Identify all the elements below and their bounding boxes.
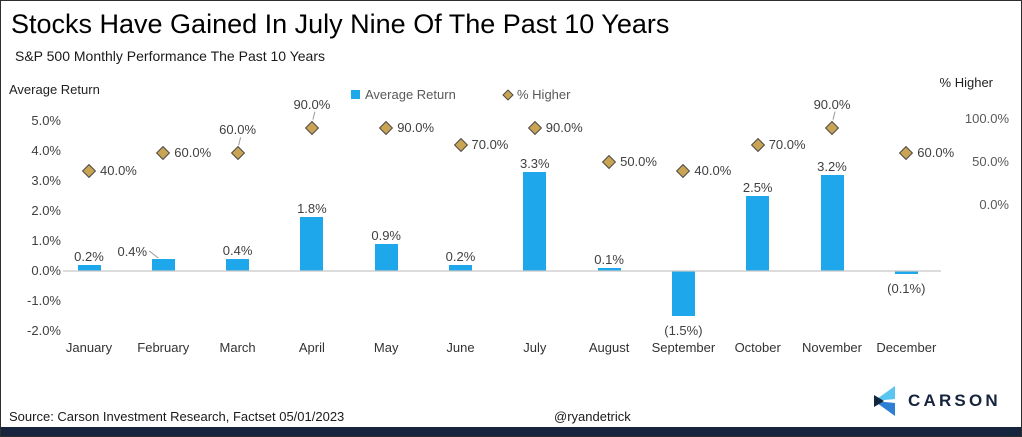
- label-leader-line: [832, 111, 836, 120]
- left-axis-tick-label: 3.0%: [31, 173, 61, 188]
- average-return-bar: [746, 196, 770, 271]
- carson-logo: CARSON: [873, 386, 1001, 416]
- pct-higher-value-label: 40.0%: [100, 162, 137, 178]
- pct-higher-value-label: 70.0%: [768, 136, 806, 152]
- average-return-bar: [671, 271, 695, 316]
- x-axis-month-label: June: [446, 340, 475, 355]
- x-axis-month-label: August: [588, 340, 630, 355]
- left-axis-tick-label: -2.0%: [27, 323, 61, 338]
- legend-label: % Higher: [517, 87, 571, 102]
- pct-higher-value-label: 50.0%: [620, 154, 657, 169]
- left-axis-tick-label: 5.0%: [31, 113, 61, 128]
- pct-higher-diamond-marker: [899, 146, 914, 161]
- x-axis-month-label: September: [651, 340, 716, 355]
- x-axis-month-label: February: [137, 340, 190, 355]
- left-axis-tick-label: -1.0%: [27, 293, 61, 308]
- left-axis-tick-label: 4.0%: [31, 143, 61, 158]
- average-return-bar: [449, 265, 472, 271]
- bar-value-label: 0.4%: [222, 243, 253, 258]
- x-axis-month-label: July: [523, 340, 547, 355]
- chart-title: Stocks Have Gained In July Nine Of The P…: [11, 9, 670, 39]
- pct-higher-diamond-marker: [527, 120, 542, 135]
- pct-higher-diamond-marker: [453, 137, 468, 152]
- pct-higher-diamond-marker: [304, 120, 319, 135]
- bar-value-label: 3.2%: [817, 159, 847, 174]
- source-note: Source: Carson Investment Research, Fact…: [9, 409, 345, 424]
- author-handle: @ryandetrick: [554, 409, 631, 424]
- pct-higher-value-label: 90.0%: [293, 96, 331, 112]
- right-axis-title: % Higher: [939, 75, 993, 90]
- average-return-bar: [151, 259, 175, 271]
- label-leader-line: [312, 111, 316, 120]
- pct-higher-value-label: 70.0%: [471, 136, 509, 152]
- x-axis-month-label: November: [802, 340, 862, 355]
- pct-higher-value-label: 90.0%: [545, 119, 583, 135]
- x-axis-month-label: December: [876, 340, 937, 355]
- x-axis-month-label: October: [734, 340, 781, 355]
- bar-value-label: 0.9%: [371, 228, 401, 243]
- average-return-bar: [77, 265, 101, 271]
- pct-higher-diamond-marker: [230, 146, 245, 161]
- legend-label: Average Return: [365, 87, 456, 102]
- x-axis-month-label: April: [298, 340, 325, 355]
- average-return-bar: [523, 172, 547, 271]
- pct-higher-diamond-marker: [824, 120, 840, 135]
- pct-higher-diamond-marker: [602, 154, 617, 170]
- pct-higher-diamond-marker: [379, 120, 394, 135]
- pct-higher-value-label: 40.0%: [694, 162, 732, 178]
- right-axis-tick-label: 0.0%: [979, 197, 1009, 212]
- left-axis-tick-label: 2.0%: [31, 203, 61, 218]
- bar-value-label: 0.1%: [594, 252, 624, 267]
- bar-value-label: 2.5%: [742, 180, 773, 195]
- pct-higher-value-label: 60.0%: [219, 122, 257, 138]
- pct-higher-value-label: 60.0%: [917, 145, 955, 161]
- right-axis-tick-label: 100.0%: [964, 111, 1009, 126]
- bar-value-label: 1.8%: [297, 201, 327, 216]
- bar-value-label: 0.4%: [117, 244, 148, 259]
- x-axis-month-label: May: [373, 340, 399, 355]
- bar-value-label: 0.2%: [74, 249, 104, 264]
- legend-item-pct-higher: % Higher: [502, 87, 571, 102]
- chart-subtitle: S&P 500 Monthly Performance The Past 10 …: [15, 48, 326, 64]
- left-axis-tick-label: 0.0%: [31, 263, 61, 278]
- legend-square-icon: [351, 90, 360, 99]
- pct-higher-diamond-marker: [750, 137, 765, 152]
- pct-higher-diamond-marker: [81, 163, 97, 178]
- right-axis-tick-label: 50.0%: [972, 154, 1009, 169]
- bottom-brand-bar: [1, 427, 1021, 436]
- average-return-bar: [597, 268, 621, 271]
- carson-logo-text: CARSON: [908, 391, 1001, 410]
- average-return-bar: [226, 259, 250, 271]
- carson-logo-icon: [874, 386, 895, 416]
- average-return-bar: [820, 175, 844, 271]
- average-return-bar: [300, 217, 324, 271]
- left-axis-title: Average Return: [9, 82, 100, 97]
- pct-higher-diamond-marker: [156, 146, 171, 161]
- bar-value-label: (1.5%): [664, 323, 703, 338]
- pct-higher-value-label: 90.0%: [813, 96, 851, 112]
- x-axis-month-label: January: [65, 340, 113, 355]
- bar-value-label: (0.1%): [887, 281, 926, 296]
- pct-higher-value-label: 60.0%: [174, 145, 212, 161]
- x-axis-month-label: March: [219, 340, 256, 355]
- legend-item-average-return: Average Return: [351, 87, 456, 102]
- label-leader-line: [238, 137, 242, 146]
- pct-higher-diamond-marker: [676, 163, 691, 178]
- bar-value-label: 0.2%: [445, 249, 476, 264]
- bar-value-label: 3.3%: [519, 156, 550, 171]
- left-axis-tick-label: 1.0%: [31, 233, 61, 248]
- pct-higher-value-label: 90.0%: [397, 119, 435, 135]
- average-return-bar: [894, 271, 918, 274]
- average-return-bar: [374, 244, 398, 271]
